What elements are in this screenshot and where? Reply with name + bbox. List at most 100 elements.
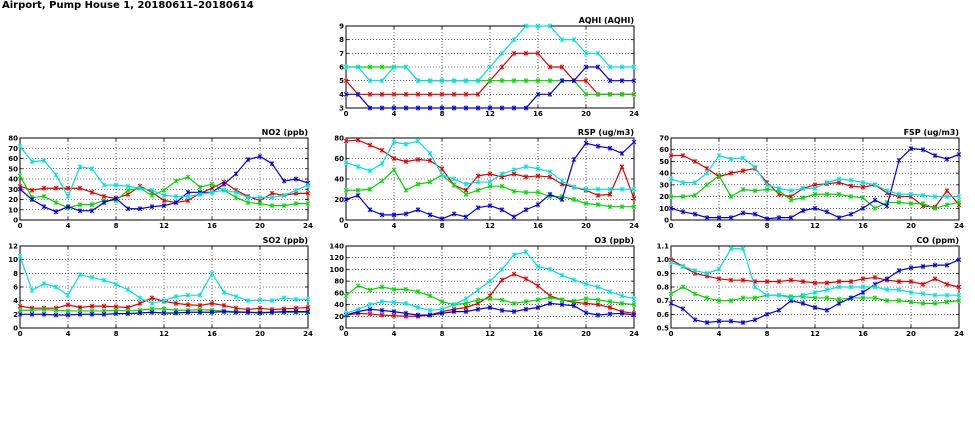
so2-cyan-point — [245, 298, 251, 304]
o3-green-point — [523, 299, 529, 305]
no2-y-tick-label: 40 — [8, 176, 18, 184]
fsp-cyan-point — [764, 182, 770, 188]
rsp-y-tick-label: 60 — [334, 155, 344, 163]
rsp-x-tick-label: 24 — [629, 222, 639, 230]
aqhi-red-point — [391, 91, 397, 97]
so2-x-tick-label: 8 — [114, 330, 119, 338]
no2-cyan-point — [257, 194, 263, 200]
so2-x-tick-label: 16 — [207, 330, 217, 338]
no2-cyan-point — [269, 194, 275, 200]
so2-blue-point — [53, 312, 59, 318]
aqhi-blue-point — [451, 105, 457, 111]
so2-x-tick-label: 12 — [159, 330, 169, 338]
o3-blue-point — [631, 312, 637, 318]
aqhi-cyan-point — [607, 64, 613, 70]
so2-blue-point — [293, 309, 299, 315]
o3-cyan-point — [499, 266, 505, 272]
so2-x-tick-label: 20 — [255, 330, 265, 338]
aqhi-blue-point — [391, 105, 397, 111]
no2-cyan-point — [161, 192, 167, 198]
aqhi-blue-point — [631, 78, 637, 84]
aqhi-y-tick-label: 9 — [339, 23, 344, 31]
co-cyan-point — [920, 291, 926, 297]
fsp-blue-point — [824, 209, 830, 215]
co-x-tick-label: 12 — [810, 330, 820, 338]
no2-green-point — [173, 178, 179, 184]
o3-chart-title: O3 (ppb) — [594, 236, 634, 245]
so2-y-tick-label: 10 — [8, 256, 18, 264]
fsp-blue-point — [692, 211, 698, 217]
rsp-blue-point — [499, 207, 505, 213]
rsp-blue-point — [583, 140, 589, 146]
so2-cyan-point — [149, 300, 155, 306]
co-y-tick-label: 0.8 — [657, 284, 670, 292]
page-title: Airport, Pump House 1, 20180611–20180614 — [2, 0, 254, 11]
so2-cyan-point — [221, 289, 227, 295]
rsp-red-point — [427, 158, 433, 164]
fsp-blue-point — [704, 215, 710, 221]
so2-series-cyan — [17, 253, 311, 306]
co-green-point — [812, 295, 818, 301]
no2-cyan-point — [113, 182, 119, 188]
o3-y-tick-label: 140 — [330, 243, 344, 251]
fsp-x-tick-label: 0 — [669, 222, 674, 230]
o3-x-tick-label: 24 — [629, 330, 639, 338]
so2-cyan-point — [197, 292, 203, 298]
no2-x-tick-label: 24 — [303, 222, 313, 230]
rsp-cyan-point — [355, 164, 361, 170]
no2-red-point — [89, 189, 95, 195]
rsp-blue-point — [415, 207, 421, 213]
co-green-point — [692, 291, 698, 297]
aqhi-blue-point — [367, 105, 373, 111]
so2-cyan-point — [77, 272, 83, 278]
co-cyan-point — [824, 287, 830, 293]
rsp-cyan-point — [463, 181, 469, 187]
o3-chart: 0 4 8 12 16 20 24 0 20 40 60 80 100 120 140 O3 (ppb) — [330, 236, 639, 338]
aqhi-blue-point — [475, 105, 481, 111]
o3-blue-point — [463, 309, 469, 315]
aqhi-blue-point — [559, 78, 565, 84]
co-cyan-point — [752, 284, 758, 290]
so2-cyan-point — [209, 270, 215, 276]
so2-red-point — [101, 303, 107, 309]
no2-x-tick-label: 16 — [207, 222, 217, 230]
rsp-cyan-point — [391, 139, 397, 145]
no2-cyan-point — [101, 182, 107, 188]
rsp-blue-point — [571, 157, 577, 163]
fsp-blue-point — [908, 146, 914, 152]
so2-red-point — [173, 300, 179, 306]
no2-green-point — [17, 173, 23, 179]
so2-cyan-point — [269, 298, 275, 304]
no2-cyan-point — [293, 187, 299, 193]
no2-blue-point — [233, 171, 239, 177]
o3-red-point — [511, 271, 517, 277]
so2-blue-point — [113, 311, 119, 317]
co-green-point — [872, 295, 878, 301]
fsp-y-tick-label: 60 — [659, 146, 669, 154]
fsp-blue-point — [920, 147, 926, 153]
co-cyan-point — [956, 292, 962, 298]
aqhi-green-point — [487, 78, 493, 84]
o3-blue-point — [403, 310, 409, 316]
co-series-blue — [668, 257, 962, 326]
fsp-red-point — [848, 183, 854, 189]
o3-cyan-point — [571, 277, 577, 283]
no2-red-point — [65, 185, 71, 191]
o3-x-tick-label: 12 — [485, 330, 495, 338]
fsp-green-point — [752, 188, 758, 194]
o3-cyan-point — [619, 293, 625, 299]
fsp-blue-point — [764, 216, 770, 222]
so2-cyan-point — [65, 292, 71, 298]
fsp-cyan-point — [752, 164, 758, 170]
co-red-point — [896, 279, 902, 285]
so2-cyan-point — [41, 281, 47, 287]
fsp-cyan-point — [908, 191, 914, 197]
rsp-cyan-point — [379, 161, 385, 167]
aqhi-cyan-point — [499, 50, 505, 56]
fsp-y-tick-label: 0 — [664, 217, 669, 225]
aqhi-series-blue — [343, 64, 637, 111]
rsp-green-point — [511, 188, 517, 194]
so2-y-tick-label: 2 — [13, 311, 18, 319]
co-blue-point — [860, 289, 866, 295]
rsp-red-point — [379, 147, 385, 153]
